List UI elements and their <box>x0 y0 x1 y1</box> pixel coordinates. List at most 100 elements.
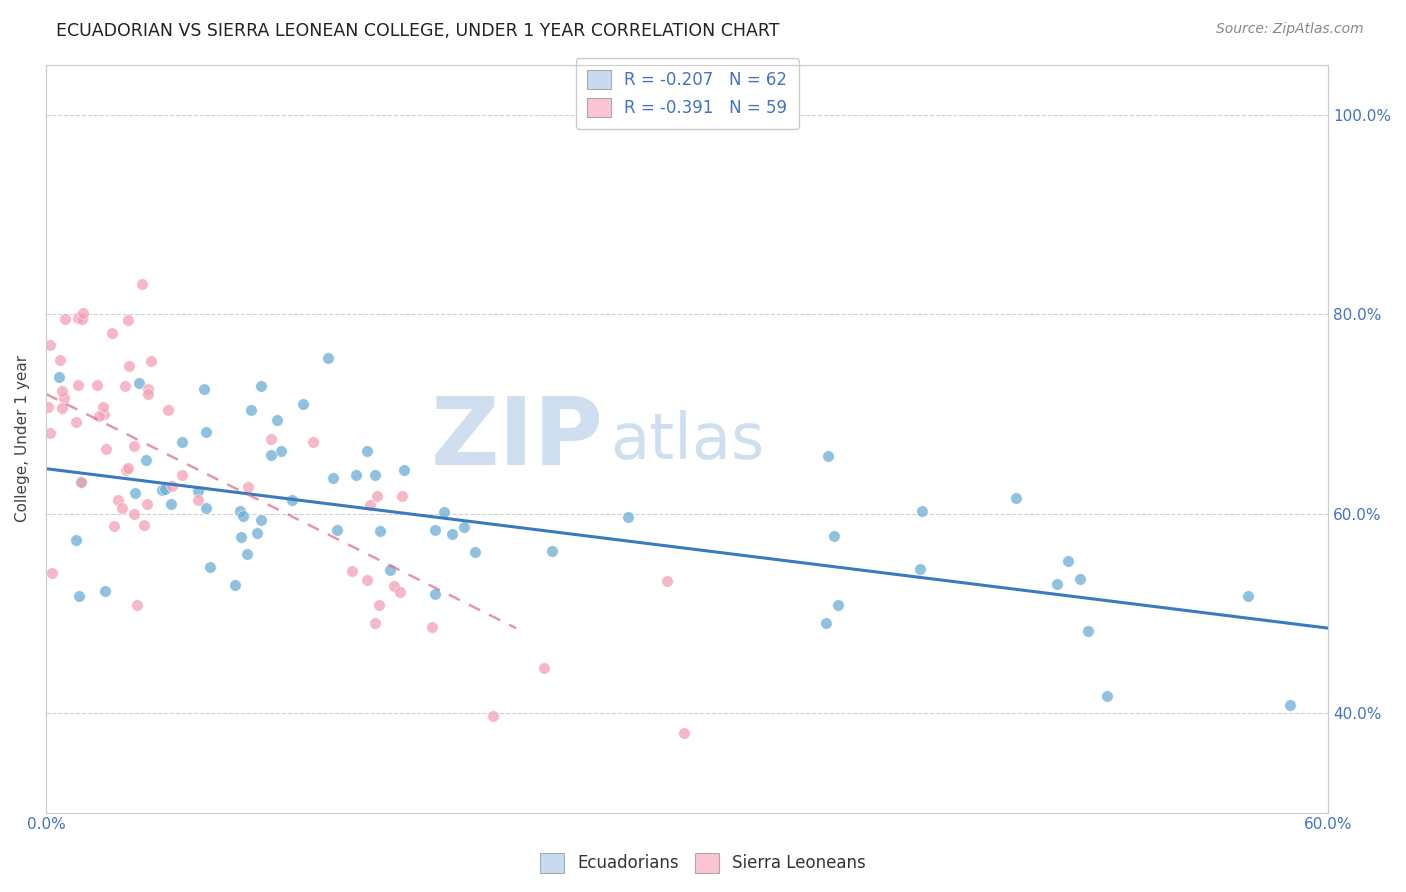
Text: Source: ZipAtlas.com: Source: ZipAtlas.com <box>1216 22 1364 37</box>
Point <box>72 312 94 326</box>
Point <box>322 471 344 485</box>
Point <box>49 353 72 368</box>
Point <box>69 475 91 489</box>
Point <box>66 311 89 326</box>
Point <box>382 579 405 593</box>
Point <box>91 400 114 414</box>
Point <box>37 401 59 415</box>
Point <box>156 402 179 417</box>
Point <box>423 523 446 537</box>
Point <box>342 564 364 578</box>
Point <box>823 529 845 543</box>
Legend: Ecuadorians, Sierra Leoneans: Ecuadorians, Sierra Leoneans <box>534 847 872 880</box>
Point <box>240 403 263 417</box>
Point <box>422 620 444 634</box>
Point <box>117 461 139 475</box>
Point <box>187 484 209 499</box>
Point <box>111 500 134 515</box>
Point <box>69 475 91 489</box>
Point <box>441 526 464 541</box>
Point <box>100 326 122 340</box>
Point <box>107 493 129 508</box>
Point <box>1057 554 1080 568</box>
Point <box>131 277 153 292</box>
Point <box>136 382 159 396</box>
Point <box>359 498 381 512</box>
Text: ZIP: ZIP <box>430 392 603 484</box>
Point <box>344 468 367 483</box>
Point <box>48 370 70 384</box>
Point <box>65 533 87 548</box>
Point <box>1069 573 1091 587</box>
Point <box>356 574 378 588</box>
Point <box>136 497 159 511</box>
Point <box>1077 624 1099 638</box>
Point <box>224 578 246 592</box>
Point <box>187 493 209 508</box>
Point <box>39 426 62 441</box>
Point <box>433 505 456 519</box>
Point <box>114 378 136 392</box>
Point <box>236 480 259 494</box>
Point <box>51 401 73 415</box>
Point <box>817 449 839 463</box>
Point <box>124 485 146 500</box>
Point <box>453 520 475 534</box>
Point <box>368 524 391 538</box>
Y-axis label: College, Under 1 year: College, Under 1 year <box>15 355 30 523</box>
Point <box>136 387 159 401</box>
Point <box>194 425 217 440</box>
Point <box>117 313 139 327</box>
Point <box>93 584 115 599</box>
Point <box>356 444 378 458</box>
Legend: R = -0.207   N = 62, R = -0.391   N = 59: R = -0.207 N = 62, R = -0.391 N = 59 <box>575 58 799 128</box>
Point <box>150 483 173 497</box>
Point <box>366 489 388 503</box>
Text: ECUADORIAN VS SIERRA LEONEAN COLLEGE, UNDER 1 YEAR CORRELATION CHART: ECUADORIAN VS SIERRA LEONEAN COLLEGE, UN… <box>56 22 780 40</box>
Point <box>72 306 94 320</box>
Point <box>391 489 413 503</box>
Point <box>51 384 73 398</box>
Point <box>38 337 60 351</box>
Point <box>260 432 283 446</box>
Point <box>86 378 108 392</box>
Point <box>673 726 696 740</box>
Point <box>87 409 110 423</box>
Point <box>250 513 273 527</box>
Point <box>394 463 416 477</box>
Point <box>815 615 838 630</box>
Point <box>378 563 401 577</box>
Point <box>270 443 292 458</box>
Point <box>423 587 446 601</box>
Point <box>655 574 678 589</box>
Point <box>94 442 117 457</box>
Point <box>170 434 193 449</box>
Point <box>124 508 146 522</box>
Point <box>229 530 252 544</box>
Point <box>464 545 486 559</box>
Point <box>280 493 302 508</box>
Point <box>67 377 90 392</box>
Point <box>229 504 252 518</box>
Point <box>127 598 149 612</box>
Point <box>160 478 183 492</box>
Point <box>1004 491 1026 506</box>
Point <box>53 312 76 326</box>
Point <box>65 415 87 429</box>
Point <box>260 448 283 462</box>
Point <box>172 468 194 483</box>
Point <box>368 599 391 613</box>
Point <box>135 452 157 467</box>
Point <box>616 509 638 524</box>
Point <box>910 561 932 575</box>
Point <box>326 523 349 537</box>
Point <box>292 397 315 411</box>
Point <box>541 544 564 558</box>
Text: atlas: atlas <box>610 410 765 472</box>
Point <box>302 435 325 450</box>
Point <box>364 616 387 631</box>
Point <box>533 660 555 674</box>
Point <box>232 508 254 523</box>
Point <box>1279 698 1302 713</box>
Point <box>155 482 177 496</box>
